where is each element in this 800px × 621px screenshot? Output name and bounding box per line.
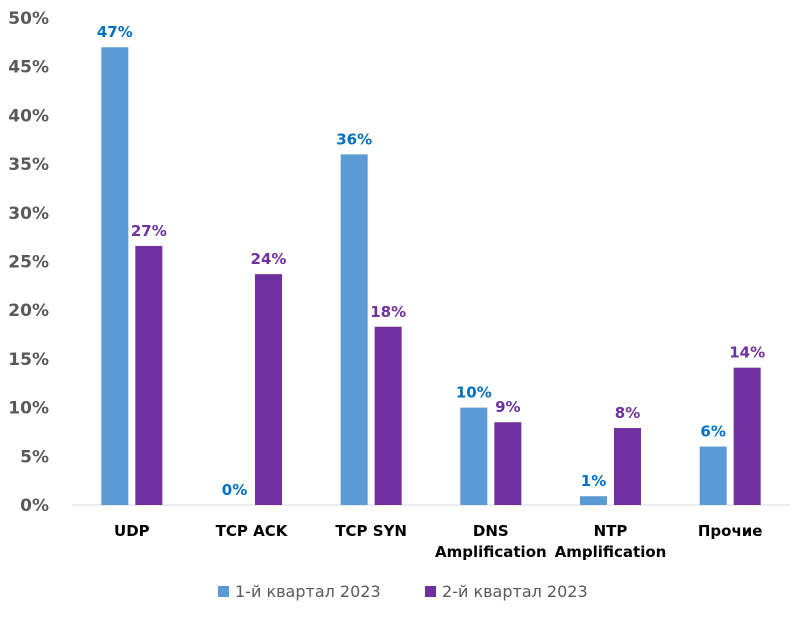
data-label: 8% — [615, 404, 640, 422]
y-tick-label: 35% — [8, 155, 49, 175]
data-label: 14% — [729, 344, 765, 362]
y-tick-label: 40% — [8, 106, 49, 126]
x-category-label: TCP SYN — [335, 522, 407, 540]
bar-2 — [255, 274, 282, 505]
y-tick-label: 10% — [8, 399, 49, 419]
bar-1 — [460, 407, 488, 505]
y-tick-label: 30% — [8, 204, 49, 224]
legend-swatch — [218, 586, 229, 597]
x-category-label: Прочие — [698, 522, 763, 540]
data-label: 1% — [581, 472, 606, 490]
x-category-label: TCP ACK — [216, 522, 289, 540]
data-label: 9% — [495, 398, 520, 416]
bar-1 — [340, 154, 368, 506]
x-category-label: Amplification — [555, 543, 667, 561]
y-tick-label: 20% — [8, 301, 49, 321]
x-category-label: NTP — [594, 522, 628, 540]
data-label: 6% — [700, 423, 725, 441]
y-tick-label: 50% — [8, 9, 49, 29]
bar-2 — [733, 367, 761, 505]
x-category-label: Amplification — [435, 543, 547, 561]
bar-2 — [494, 422, 522, 505]
bar-1 — [101, 47, 129, 505]
bar-2 — [135, 245, 163, 505]
y-tick-label: 45% — [8, 58, 49, 78]
data-label: 18% — [370, 303, 406, 321]
data-label: 24% — [251, 250, 287, 268]
y-tick-label: 5% — [20, 447, 49, 467]
data-label: 10% — [456, 384, 492, 402]
y-tick-label: 25% — [8, 253, 49, 273]
data-label: 0% — [222, 481, 247, 499]
bar-2 — [614, 428, 641, 505]
y-tick-label: 15% — [8, 350, 49, 370]
legend-swatch — [425, 586, 436, 597]
y-tick-label: 0% — [20, 496, 49, 516]
data-label: 27% — [131, 222, 167, 240]
legend-label: 2-й квартал 2023 — [442, 582, 588, 601]
data-label: 36% — [336, 130, 372, 148]
x-category-label: UDP — [114, 522, 150, 540]
x-category-label: DNS — [473, 522, 509, 540]
bar-1 — [699, 446, 727, 505]
legend-label: 1-й квартал 2023 — [235, 582, 381, 601]
bar-2 — [374, 326, 402, 505]
data-label: 47% — [97, 23, 133, 41]
bar-1 — [580, 496, 607, 505]
